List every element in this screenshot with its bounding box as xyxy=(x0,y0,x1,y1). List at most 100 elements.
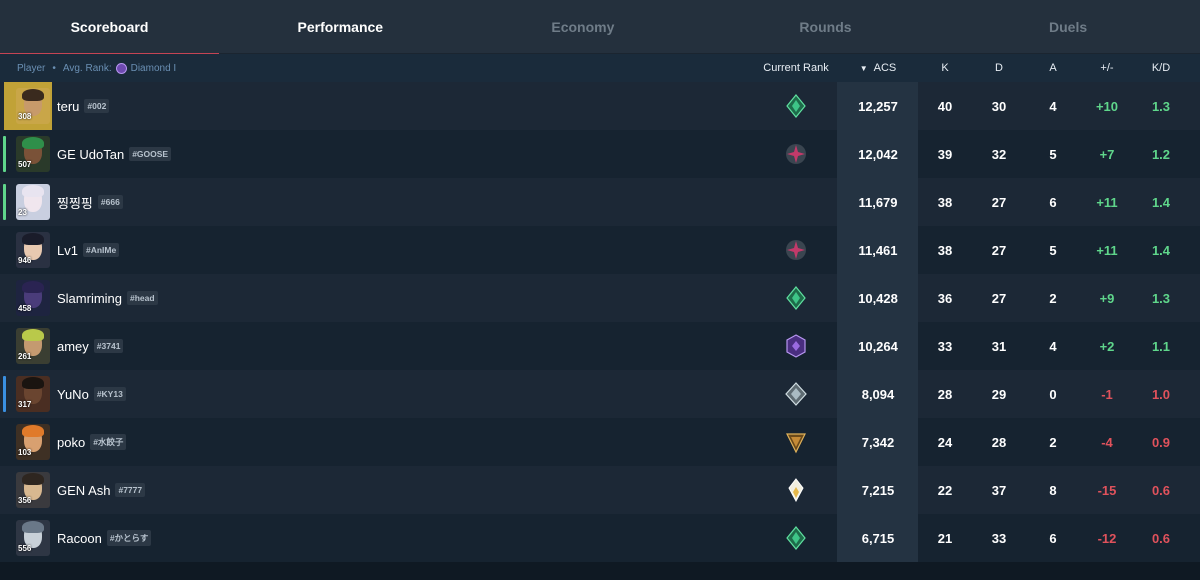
kd-header[interactable]: K/D xyxy=(1151,62,1171,74)
deaths-header[interactable]: D xyxy=(995,62,1003,74)
table-row[interactable]: 103 poko #水餃子 7,342 24 28 2 -4 0.9 xyxy=(0,418,1200,466)
agent-hair xyxy=(22,137,44,149)
plus-minus-value: +7 xyxy=(1099,146,1115,162)
kd-value: 0.6 xyxy=(1151,482,1171,498)
current-rank-header[interactable]: Current Rank xyxy=(763,62,829,74)
agent-hair xyxy=(22,233,44,245)
player-name-text: GEN Ash xyxy=(57,482,111,498)
acs-value: 7,342 xyxy=(861,434,895,450)
plus-minus-header[interactable]: +/- xyxy=(1100,62,1114,74)
player-tag: #水餃子 xyxy=(90,434,127,450)
player-name[interactable]: GEN Ash #7777 xyxy=(57,466,146,514)
agent-avatar xyxy=(16,184,50,220)
player-name[interactable]: teru #002 xyxy=(57,82,110,130)
plus-minus-value: +11 xyxy=(1096,242,1118,258)
account-level: 23 xyxy=(18,208,27,217)
kills-value: 38 xyxy=(937,194,953,210)
player-name[interactable]: GE UdoTan #GOOSE xyxy=(57,130,172,178)
diamond-rank-icon xyxy=(115,62,127,74)
deaths-value: 30 xyxy=(991,98,1007,114)
table-row[interactable]: 23 찡찡핑 #666 11,679 38 27 6 +11 1.4 xyxy=(0,178,1200,226)
table-row[interactable]: 946 Lv1 #AnIMe 11,461 38 27 5 +11 1.4 xyxy=(0,226,1200,274)
player-name[interactable]: YuNo #KY13 xyxy=(57,370,126,418)
player-name[interactable]: Slamriming #head xyxy=(57,274,158,322)
player-name[interactable]: Racoon #かとらす xyxy=(57,514,152,562)
acs-column-highlight xyxy=(837,226,918,274)
agent-hair xyxy=(22,377,44,389)
acs-value: 12,042 xyxy=(858,146,898,162)
acs-column-highlight xyxy=(837,514,918,562)
agent-avatar xyxy=(16,424,50,460)
player-name-text: Racoon xyxy=(57,530,102,546)
table-row[interactable]: 317 YuNo #KY13 8,094 28 29 0 -1 1.0 xyxy=(0,370,1200,418)
agent-avatar xyxy=(16,232,50,268)
table-row[interactable]: 356 GEN Ash #7777 7,215 22 37 8 -15 0.6 xyxy=(0,466,1200,514)
acs-header[interactable]: ▼ ACS xyxy=(838,54,918,82)
scoreboard-header: Player • Avg. Rank: Diamond I Current Ra… xyxy=(0,54,1200,82)
deaths-value: 32 xyxy=(991,146,1007,162)
table-row[interactable]: 308 teru #002 12,257 40 30 4 +10 1.3 xyxy=(0,82,1200,130)
assists-value: 6 xyxy=(1049,194,1057,210)
emerald-rank-icon xyxy=(784,526,808,550)
player-name-text: GE UdoTan xyxy=(57,146,125,162)
account-level: 261 xyxy=(18,352,32,361)
player-tag: #KY13 xyxy=(93,387,126,401)
plus-minus-value: +10 xyxy=(1095,98,1119,114)
kd-value: 1.4 xyxy=(1151,242,1171,258)
table-row[interactable]: 458 Slamriming #head 10,428 36 27 2 +9 1.3 xyxy=(0,274,1200,322)
player-meta: Player • Avg. Rank: Diamond I xyxy=(17,54,176,82)
player-name[interactable]: Lv1 #AnIMe xyxy=(57,226,120,274)
tab-bar: Scoreboard Performance Economy Rounds Du… xyxy=(0,0,1200,55)
acs-value: 7,215 xyxy=(861,482,895,498)
table-row[interactable]: 556 Racoon #かとらす 6,715 21 33 6 -12 0.6 xyxy=(0,514,1200,562)
kills-header[interactable]: K xyxy=(941,62,949,74)
tab-performance[interactable]: Performance xyxy=(297,19,384,35)
tab-duels[interactable]: Duels xyxy=(1049,19,1088,35)
kd-value: 1.3 xyxy=(1151,98,1171,114)
emerald-rank-icon xyxy=(784,286,808,310)
player-name[interactable]: 찡찡핑 #666 xyxy=(57,178,123,226)
acs-value: 8,094 xyxy=(861,386,895,402)
acs-value: 11,679 xyxy=(858,194,898,210)
assists-value: 0 xyxy=(1049,386,1057,402)
plus-minus-value: +11 xyxy=(1096,194,1118,210)
acs-column-highlight xyxy=(837,418,918,466)
agent-avatar xyxy=(16,280,50,316)
kd-value: 0.9 xyxy=(1151,434,1171,450)
kills-value: 24 xyxy=(937,434,953,450)
player-name-text: teru xyxy=(57,98,80,114)
account-level: 507 xyxy=(18,160,32,169)
agent-hair xyxy=(22,185,44,197)
account-level: 103 xyxy=(18,448,32,457)
radiant-rank-icon xyxy=(784,478,808,503)
player-column-label: Player xyxy=(17,62,46,74)
tab-economy[interactable]: Economy xyxy=(551,19,615,35)
kd-value: 0.6 xyxy=(1151,530,1171,546)
player-name[interactable]: amey #3741 xyxy=(57,322,124,370)
diamond-rank-icon xyxy=(784,334,808,358)
assists-value: 6 xyxy=(1049,530,1057,546)
assists-header[interactable]: A xyxy=(1049,62,1057,74)
assists-value: 5 xyxy=(1049,146,1057,162)
deaths-value: 27 xyxy=(991,242,1007,258)
assists-value: 4 xyxy=(1049,338,1057,354)
plus-minus-value: -15 xyxy=(1097,482,1117,498)
tab-scoreboard[interactable]: Scoreboard xyxy=(0,0,219,55)
plus-minus-value: -12 xyxy=(1097,530,1117,546)
acs-value: 10,428 xyxy=(858,290,898,306)
table-row[interactable]: 507 GE UdoTan #GOOSE 12,042 39 32 5 +7 1.2 xyxy=(0,130,1200,178)
player-tag: #3741 xyxy=(93,339,124,353)
table-row[interactable]: 261 amey #3741 10,264 33 31 4 +2 1.1 xyxy=(0,322,1200,370)
player-name[interactable]: poko #水餃子 xyxy=(57,418,127,466)
assists-value: 8 xyxy=(1049,482,1057,498)
player-tag: #AnIMe xyxy=(82,243,120,257)
player-tag: #7777 xyxy=(115,483,146,497)
assists-value: 5 xyxy=(1049,242,1057,258)
agent-avatar xyxy=(16,136,50,172)
acs-column-highlight xyxy=(837,274,918,322)
avg-rank-label: Avg. Rank: xyxy=(62,62,112,74)
plus-minus-value: -1 xyxy=(1101,386,1113,402)
agent-avatar xyxy=(16,88,50,124)
tab-rounds[interactable]: Rounds xyxy=(799,19,852,35)
acs-column-highlight xyxy=(837,178,918,226)
